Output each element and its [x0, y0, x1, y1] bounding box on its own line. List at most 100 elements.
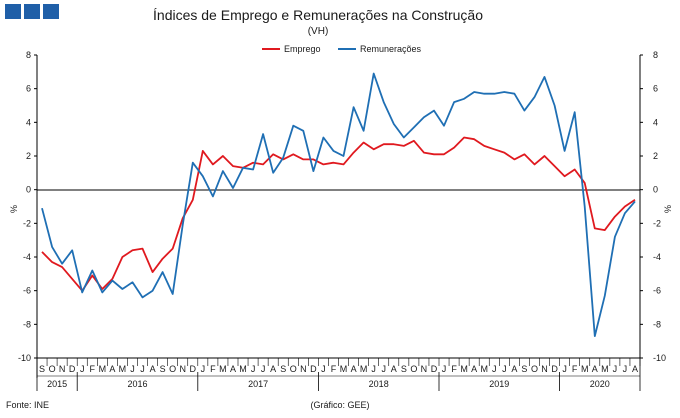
month-label: S: [401, 364, 407, 374]
left-y-axis-ticks: -10 -8 -6 -4 -2 0 2 4 6 8: [18, 50, 37, 363]
month-label: J: [371, 364, 376, 374]
year-label: 2015: [47, 379, 67, 389]
month-label: A: [471, 364, 477, 374]
month-label: J: [492, 364, 497, 374]
right-tick-label: -4: [653, 252, 661, 262]
left-tick-label: 0: [26, 185, 31, 195]
right-tick-label: -8: [653, 319, 661, 329]
right-tick-label: 8: [653, 50, 658, 60]
right-axis-unit: %: [663, 205, 673, 213]
legend-label-emprego: Emprego: [284, 44, 321, 54]
month-label: J: [502, 364, 507, 374]
month-label: A: [351, 364, 357, 374]
logo: [5, 4, 59, 19]
plot-frame: [36, 55, 641, 378]
month-label: N: [179, 364, 186, 374]
left-axis-unit: %: [9, 205, 19, 213]
month-label: S: [39, 364, 45, 374]
legend-label-remuneracoes: Remunerações: [360, 44, 422, 54]
month-label: F: [210, 364, 216, 374]
right-tick-label: 0: [653, 185, 658, 195]
chart-title: Índices de Emprego e Remunerações na Con…: [153, 7, 483, 23]
month-label: J: [140, 364, 145, 374]
right-tick-label: -6: [653, 286, 661, 296]
month-label: M: [581, 364, 589, 374]
month-label: N: [541, 364, 548, 374]
source-note: Fonte: INE: [6, 400, 49, 410]
left-tick-label: 6: [26, 84, 31, 94]
month-label: S: [160, 364, 166, 374]
month-label: A: [270, 364, 276, 374]
month-label: A: [511, 364, 517, 374]
month-label: M: [219, 364, 227, 374]
month-label: O: [290, 364, 297, 374]
left-tick-label: 8: [26, 50, 31, 60]
month-label: F: [451, 364, 457, 374]
left-tick-label: -2: [23, 218, 31, 228]
month-label: A: [592, 364, 598, 374]
month-label: D: [69, 364, 76, 374]
month-label: M: [99, 364, 107, 374]
month-label: J: [201, 364, 206, 374]
month-label: J: [251, 364, 256, 374]
year-label: 2017: [248, 379, 268, 389]
month-label: D: [310, 364, 317, 374]
year-label: 2016: [127, 379, 147, 389]
month-label: M: [460, 364, 468, 374]
month-label: J: [623, 364, 628, 374]
left-tick-label: 4: [26, 117, 31, 127]
month-label: F: [572, 364, 578, 374]
series-layer: [41, 72, 636, 338]
chart-subtitle: (VH): [308, 26, 329, 37]
month-label: J: [442, 364, 447, 374]
month-label: N: [300, 364, 307, 374]
month-label: M: [601, 364, 609, 374]
month-label: D: [431, 364, 438, 374]
right-y-axis-ticks: -10 -8 -6 -4 -2 0 2 4 6 8: [640, 50, 666, 363]
right-tick-label: -2: [653, 218, 661, 228]
left-tick-label: -8: [23, 319, 31, 329]
right-tick-label: 4: [653, 117, 658, 127]
month-label: J: [381, 364, 386, 374]
month-label: S: [521, 364, 527, 374]
left-tick-label: 2: [26, 151, 31, 161]
month-label: M: [239, 364, 247, 374]
month-label: O: [410, 364, 417, 374]
year-label: 2018: [369, 379, 389, 389]
month-label: F: [331, 364, 337, 374]
left-tick-label: -6: [23, 286, 31, 296]
month-label: N: [421, 364, 428, 374]
month-label: J: [321, 364, 326, 374]
logo-square-3: [43, 4, 59, 19]
legend: Emprego Remunerações: [262, 44, 422, 54]
month-label: D: [190, 364, 197, 374]
right-tick-label: 2: [653, 151, 658, 161]
month-label: O: [49, 364, 56, 374]
month-label: O: [169, 364, 176, 374]
month-label: J: [562, 364, 567, 374]
month-label: M: [480, 364, 488, 374]
logo-square-2: [24, 4, 40, 19]
series-line-remuneracoes: [41, 72, 636, 338]
month-label: M: [119, 364, 127, 374]
month-label: J: [613, 364, 618, 374]
month-label: M: [360, 364, 368, 374]
series-line-emprego: [41, 136, 636, 292]
month-label: A: [150, 364, 156, 374]
left-tick-label: -4: [23, 252, 31, 262]
month-label: F: [90, 364, 96, 374]
credit-note: (Gráfico: GEE): [310, 400, 369, 410]
month-label: A: [230, 364, 236, 374]
year-label: 2019: [489, 379, 509, 389]
month-label: A: [632, 364, 638, 374]
month-label: D: [551, 364, 558, 374]
month-label: M: [340, 364, 348, 374]
logo-square-1: [5, 4, 21, 19]
month-label: J: [130, 364, 135, 374]
right-tick-label: -10: [653, 353, 666, 363]
month-label: J: [261, 364, 266, 374]
month-label: A: [109, 364, 115, 374]
month-label: N: [59, 364, 66, 374]
